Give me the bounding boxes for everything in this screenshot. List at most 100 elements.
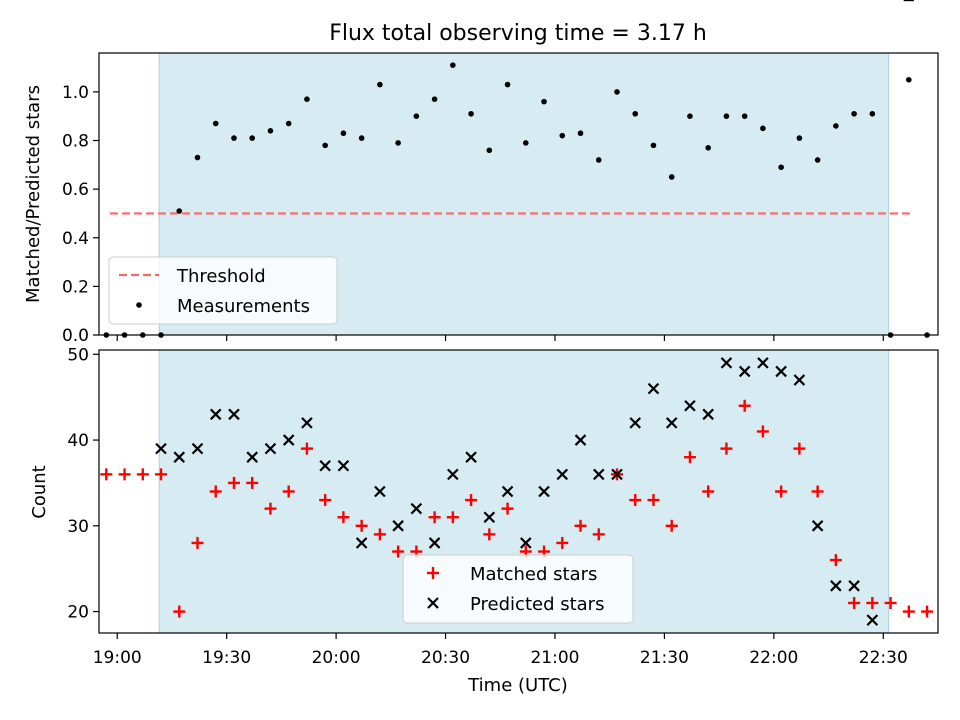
predicted-star-point: [246, 451, 258, 463]
matched-legend-swatch: [427, 567, 439, 579]
matched-star-point: [647, 494, 660, 507]
bottom-x-axis: 19:00 19:30 20:00 20:30 21:00 21:30 22:00 22:30: [93, 633, 908, 668]
predicted-star-point: [665, 417, 678, 429]
legend-threshold-label: Threshold: [176, 266, 266, 287]
legend-measurements-label: Measurements: [177, 296, 310, 317]
matched-star-point: [337, 511, 350, 524]
predicted-star-point: [592, 468, 605, 481]
measurement-point: [833, 123, 839, 129]
measurements-series: [103, 62, 930, 338]
bottom-legend-box: [402, 554, 634, 624]
predicted-star-point: [191, 442, 204, 455]
matched-star-point: [136, 468, 149, 481]
bottom-axes-frame: [98, 349, 939, 634]
top-y-tick-label: 0.6: [62, 180, 89, 200]
x-tick-label: 19:30: [202, 648, 251, 668]
matched-star-point: [319, 494, 332, 507]
predicted-star-point: [410, 502, 423, 515]
matched-star-point: [264, 502, 277, 515]
matched-star-point: [118, 468, 131, 481]
measurement-point: [778, 164, 784, 171]
measurement-point: [650, 142, 657, 149]
predicted-star-point: [173, 451, 186, 463]
measurement-point: [577, 130, 584, 137]
matched-star-point: [282, 485, 295, 498]
predicted-star-point: [757, 357, 769, 369]
predicted-star-point: [337, 459, 350, 472]
matched-star-point: [446, 511, 459, 524]
top-y-tick-label: 0.8: [62, 132, 89, 152]
legend-matched-label: Matched stars: [470, 564, 597, 585]
measurements-legend-swatch: [136, 302, 142, 308]
bottom-y-tick-label: 20: [67, 603, 89, 623]
measurement-point: [504, 81, 511, 88]
x-tick-label: 20:30: [421, 648, 470, 668]
measurement-point: [486, 147, 493, 154]
measurement-point: [194, 154, 201, 161]
predicted-star-point: [483, 511, 496, 524]
predicted-star-point: [720, 357, 733, 369]
matched-star-point: [465, 494, 478, 507]
measurement-point: [705, 145, 711, 151]
bottom-y-tick-label: 50: [67, 345, 89, 365]
matched-star-point: [629, 494, 642, 507]
x-axis-label: Time (UTC): [467, 675, 568, 696]
matched-star-point: [811, 485, 824, 498]
predicted-star-point: [684, 399, 696, 412]
bottom-panel: 20 30 40 50 19:00 19:30 20:00 20:30 21:00 21:30 2…: [29, 0, 939, 696]
top-y-tick-label: 1.0: [62, 83, 89, 103]
predicted-star-point: [629, 417, 642, 429]
matched-star-point: [756, 425, 769, 438]
matched-star-point: [428, 511, 441, 524]
measurement-point: [267, 127, 274, 134]
matched-star-point: [793, 442, 806, 455]
predicted-star-point: [811, 520, 824, 532]
matched-star-point: [829, 554, 842, 567]
matched-star-point: [355, 519, 368, 532]
measurement-point: [869, 110, 876, 117]
measurement-point: [377, 81, 383, 88]
x-tick-label: 22:00: [749, 648, 798, 668]
matched-star-point: [720, 442, 733, 455]
measurement-point: [431, 96, 438, 102]
top-legend-box: [108, 256, 338, 325]
measurement-point: [614, 89, 620, 95]
matched-star-point: [155, 468, 168, 481]
x-tick-label: 21:30: [640, 648, 689, 668]
predicted-star-point: [793, 374, 806, 386]
matched-star-point: [738, 399, 751, 412]
measurement-point: [906, 76, 912, 83]
measurement-point: [668, 174, 675, 180]
matched-star-point: [592, 528, 605, 541]
measurement-point: [796, 135, 803, 141]
bottom-y-axis: 20 30 40 50: [67, 345, 99, 623]
chart-title: Flux total observing time = 3.17 h: [329, 21, 707, 46]
matched-star-point: [683, 451, 696, 464]
measurement-point: [395, 140, 401, 146]
measurement-point: [595, 157, 602, 163]
predicted-star-point: [319, 459, 331, 472]
bottom-legend: Matched stars Predicted stars: [402, 554, 634, 624]
predicted-star-point: [282, 434, 295, 446]
legend-predicted-label: Predicted stars: [470, 594, 604, 615]
predicted-star-point: [264, 442, 277, 455]
measurement-point: [468, 110, 474, 117]
predicted-star-point: [392, 520, 404, 532]
matched-star-point: [866, 596, 879, 609]
predicted-star-point: [775, 365, 787, 378]
predicted-star-point: [228, 408, 240, 421]
top-y-axis: 0.0 0.2 0.4 0.6 0.8 1.0: [62, 83, 99, 346]
matched-star-point: [483, 528, 496, 541]
matched-star-point: [501, 502, 514, 515]
measurement-point: [632, 110, 639, 117]
matched-star-point: [373, 528, 386, 541]
matched-star-point: [702, 485, 715, 498]
measurement-point: [249, 135, 256, 141]
x-tick-label: 19:00: [93, 648, 142, 668]
predicted-star-point: [155, 442, 167, 455]
predicted-star-point: [848, 580, 860, 592]
matched-star-point: [848, 596, 861, 609]
measurement-point: [176, 208, 183, 214]
measurement-point: [231, 135, 237, 141]
top-y-axis-label: Matched/Predicted stars: [23, 85, 44, 303]
